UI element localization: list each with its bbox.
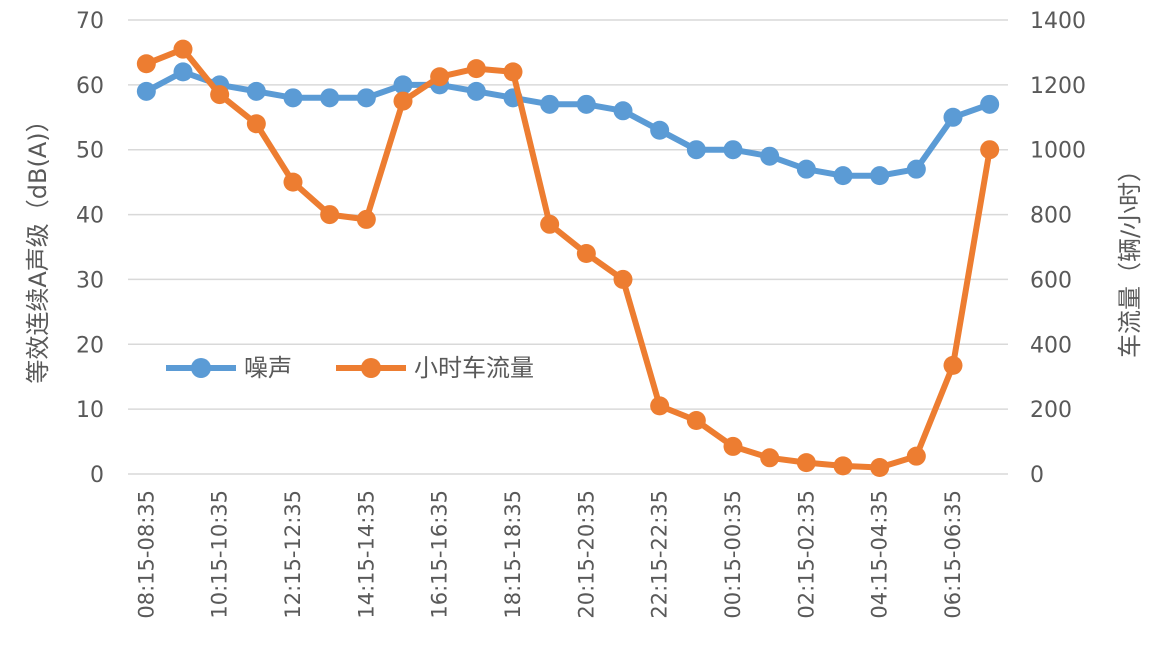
- y-tick-label: 40: [76, 204, 104, 229]
- x-tick-label: 02:15-02:35: [794, 490, 818, 619]
- data-point: [833, 166, 853, 186]
- left-axis-title: 等效连续A声级（dB(A)）: [24, 108, 52, 383]
- legend: 噪声 小时车流量: [166, 354, 534, 382]
- series: [136, 39, 1000, 478]
- data-point: [466, 59, 486, 79]
- data-point: [320, 88, 340, 108]
- x-tick-label: 06:15-06:35: [941, 490, 965, 619]
- legend-item-traffic: 小时车流量: [336, 354, 534, 382]
- data-point: [943, 355, 963, 375]
- y2-tick-label: 1000: [1030, 139, 1086, 164]
- legend-marker-noise: [191, 358, 211, 378]
- legend-label-traffic: 小时车流量: [414, 354, 534, 382]
- data-point: [283, 172, 303, 192]
- data-point: [613, 101, 633, 121]
- x-tick-label: 10:15-10:35: [208, 490, 232, 619]
- x-tick-label: 04:15-04:35: [868, 490, 892, 619]
- y-tick-label: 30: [76, 268, 104, 293]
- y2-tick-label: 1400: [1030, 9, 1086, 34]
- y2-tick-label: 200: [1030, 398, 1072, 423]
- data-point: [320, 205, 340, 225]
- legend-label-noise: 噪声: [244, 354, 292, 382]
- y-tick-label: 0: [90, 463, 104, 488]
- x-tick-label: 12:15-12:35: [281, 490, 305, 619]
- y2-tick-label: 1200: [1030, 74, 1086, 99]
- x-tick-label: 14:15-14:35: [354, 490, 378, 619]
- data-point: [430, 67, 450, 87]
- data-point: [540, 214, 560, 234]
- x-tick-label: 20:15-20:35: [574, 490, 598, 619]
- data-point: [980, 140, 1000, 160]
- right-axis-ticks: 0 200 400 600 800 1000 1200 1400: [1030, 9, 1086, 488]
- data-point: [393, 91, 413, 111]
- right-axis-title: 车流量（辆/小时）: [1116, 158, 1144, 358]
- data-point: [686, 140, 706, 160]
- data-point: [136, 54, 156, 74]
- data-point: [576, 243, 596, 263]
- y-tick-label: 50: [76, 139, 104, 164]
- y-tick-label: 60: [76, 74, 104, 99]
- data-point: [650, 396, 670, 416]
- data-point: [466, 81, 486, 101]
- data-point: [246, 81, 266, 101]
- data-point: [723, 436, 743, 456]
- y-tick-label: 10: [76, 398, 104, 423]
- y-tick-label: 70: [76, 9, 104, 34]
- legend-marker-traffic: [361, 358, 381, 378]
- x-tick-label: 18:15-18:35: [501, 490, 525, 619]
- data-point: [613, 269, 633, 289]
- data-point: [136, 81, 156, 101]
- data-point: [686, 410, 706, 430]
- data-point: [870, 458, 890, 478]
- x-tick-label: 00:15-00:35: [721, 490, 745, 619]
- y2-tick-label: 400: [1030, 333, 1072, 358]
- series-line: [143, 68, 993, 179]
- y2-tick-label: 600: [1030, 268, 1072, 293]
- y2-tick-label: 0: [1030, 463, 1044, 488]
- data-point: [650, 120, 670, 140]
- data-point: [723, 140, 743, 160]
- series-line: [143, 46, 993, 471]
- data-point: [760, 146, 780, 166]
- data-point: [796, 159, 816, 179]
- series-0: [136, 62, 1000, 186]
- x-tick-label: 16:15-16:35: [428, 490, 452, 619]
- data-point: [246, 114, 266, 134]
- data-point: [576, 94, 596, 114]
- data-point: [173, 39, 193, 59]
- data-point: [173, 62, 193, 82]
- data-point: [870, 166, 890, 186]
- data-point: [980, 94, 1000, 114]
- y2-tick-label: 800: [1030, 204, 1072, 229]
- data-point: [210, 85, 230, 105]
- data-point: [760, 448, 780, 468]
- x-axis-ticks: 08:15-08:35 10:15-10:35 12:15-12:35 14:15-1…: [134, 490, 965, 619]
- data-point: [356, 209, 376, 229]
- data-point: [356, 88, 376, 108]
- data-point: [540, 94, 560, 114]
- data-point: [833, 456, 853, 476]
- x-tick-label: 08:15-08:35: [134, 490, 158, 619]
- legend-item-noise: 噪声: [166, 354, 292, 382]
- y-tick-label: 20: [76, 333, 104, 358]
- data-point: [943, 107, 963, 127]
- series-1: [136, 39, 1000, 478]
- data-point: [503, 62, 523, 82]
- left-axis-ticks: 0 10 20 30 40 50 60 70: [76, 9, 104, 488]
- data-point: [283, 88, 303, 108]
- data-point: [796, 453, 816, 473]
- data-point: [906, 159, 926, 179]
- data-point: [906, 446, 926, 466]
- data-point: [393, 75, 413, 95]
- x-tick-label: 22:15-22:35: [648, 490, 672, 619]
